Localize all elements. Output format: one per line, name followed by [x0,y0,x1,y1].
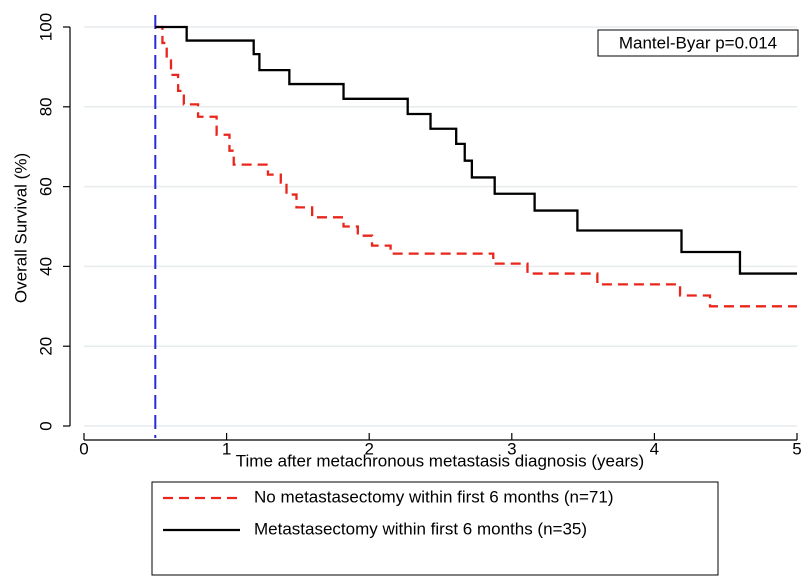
x-tick-label: 1 [222,439,231,458]
y-tick-label: 60 [36,177,55,196]
y-tick-label: 40 [36,257,55,276]
survival-curve [155,25,797,308]
x-tick-label: 2 [364,439,373,458]
y-tick-label: 80 [36,97,55,116]
annotation-box [597,29,799,57]
y-axis-label: Overall Survival (%) [11,153,30,303]
annotation: Mantel-Byar p=0.014 [619,33,777,52]
y-tick-label: 20 [36,337,55,356]
survival-curve [155,25,797,275]
y-tick-label: 0 [36,421,55,430]
x-tick-label: 0 [79,439,88,458]
legend-label: Metastasectomy within first 6 months (n=… [254,519,587,538]
x-tick-label: 3 [507,439,516,458]
x-tick-label: 5 [792,439,801,458]
x-axis-label: Time after metachronous metastasis diagn… [236,451,644,470]
x-tick-label: 4 [650,439,659,458]
y-tick-label: 100 [36,13,55,41]
legend-label: No metastasectomy within first 6 months … [254,487,614,506]
legend-box [151,481,719,576]
